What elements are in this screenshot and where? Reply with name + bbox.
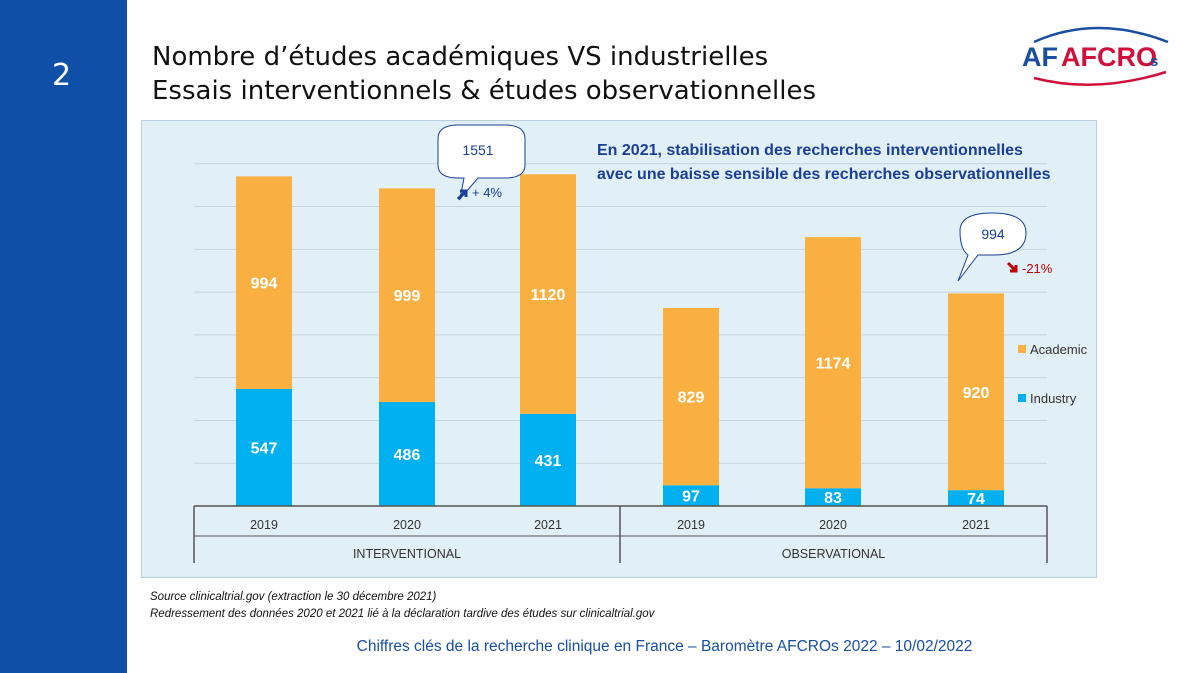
- bar-academic: [520, 174, 576, 414]
- title-line-2: Essais interventionnels & études observa…: [152, 76, 816, 106]
- x-tick-label: 2021: [962, 518, 990, 532]
- legend-swatch-industry: [1018, 394, 1026, 402]
- bar-academic: [805, 237, 861, 489]
- headline-line-1: En 2021, stabilisation des recherches in…: [597, 142, 1023, 159]
- afcros-logo: AF AFCRO s: [1022, 26, 1169, 86]
- legend: Academic Industry: [1018, 342, 1088, 406]
- data-label-industry: 547: [251, 441, 278, 458]
- legend-swatch-academic: [1018, 345, 1026, 353]
- bubble-observational: 994: [957, 212, 1027, 282]
- stacked-bar-chart: 547 994 486 999 431 1120 97 829 83 1174 74 920 2019…: [193, 124, 1088, 563]
- bar-industry: [379, 402, 435, 506]
- bar-industry: [520, 413, 576, 506]
- logo-text: AFCRO: [1061, 42, 1157, 72]
- data-label-academic: 829: [678, 390, 705, 407]
- data-label-industry: 74: [967, 491, 985, 508]
- bar-industry: [236, 389, 292, 506]
- slide-number: 2: [52, 58, 72, 93]
- bubble-interventional: 1551: [437, 124, 526, 201]
- source-line-1: Source clinicaltrial.gov (extraction le …: [150, 591, 437, 603]
- source-line-2: Redressement des données 2020 et 2021 li…: [150, 608, 655, 620]
- footer: Chiffres clés de la recherche clinique e…: [356, 638, 973, 655]
- data-label-academic: 999: [394, 288, 421, 305]
- x-group-label: OBSERVATIONAL: [782, 547, 886, 561]
- legend-academic: Academic: [1030, 342, 1088, 357]
- x-tick-label: 2020: [819, 518, 847, 532]
- bar-industry: [805, 488, 861, 506]
- change-down-text: -21%: [1022, 261, 1053, 276]
- bar-industry: [663, 485, 719, 506]
- legend-industry: Industry: [1030, 391, 1077, 406]
- change-observational: -21%: [1006, 261, 1053, 276]
- data-label-academic: 1174: [816, 356, 851, 373]
- x-tick-label: 2021: [534, 518, 562, 532]
- data-label-academic: 994: [251, 276, 278, 293]
- change-up-text: + 4%: [472, 185, 502, 200]
- data-label-industry: 83: [824, 490, 842, 507]
- bar-academic: [236, 176, 292, 390]
- svg-text:AF: AF: [1022, 42, 1058, 72]
- x-tick-label: 2019: [250, 518, 278, 532]
- bar-academic: [663, 307, 719, 486]
- bar-academic: [379, 188, 435, 403]
- x-tick-label: 2019: [677, 518, 705, 532]
- bar-industry: [948, 490, 1004, 506]
- bar-academic: [948, 293, 1004, 491]
- headline-line-2: avec une baisse sensible des recherches …: [597, 166, 1051, 183]
- logo-text-s: s: [1150, 53, 1158, 70]
- x-group-label: INTERVENTIONAL: [353, 547, 461, 561]
- left-band: [0, 0, 127, 673]
- change-interventional: + 4%: [456, 185, 502, 201]
- source-note: Source clinicaltrial.gov (extraction le …: [150, 589, 654, 623]
- x-tick-label: 2020: [393, 518, 421, 532]
- data-label-industry: 486: [394, 447, 421, 464]
- chart-frame: 547 994 486 999 431 1120 97 829 83 1174 74 920 2019…: [141, 120, 1097, 578]
- bubble-value: 994: [981, 226, 1005, 242]
- data-label-industry: 97: [682, 489, 700, 506]
- title-line-1: Nombre d’études académiques VS industrie…: [152, 42, 769, 72]
- data-label-academic: 1120: [531, 287, 566, 304]
- data-label-industry: 431: [535, 453, 562, 470]
- bubble-value: 1551: [462, 142, 493, 158]
- slide-title: Nombre d’études académiques VS industrie…: [152, 40, 816, 108]
- data-label-academic: 920: [963, 385, 990, 402]
